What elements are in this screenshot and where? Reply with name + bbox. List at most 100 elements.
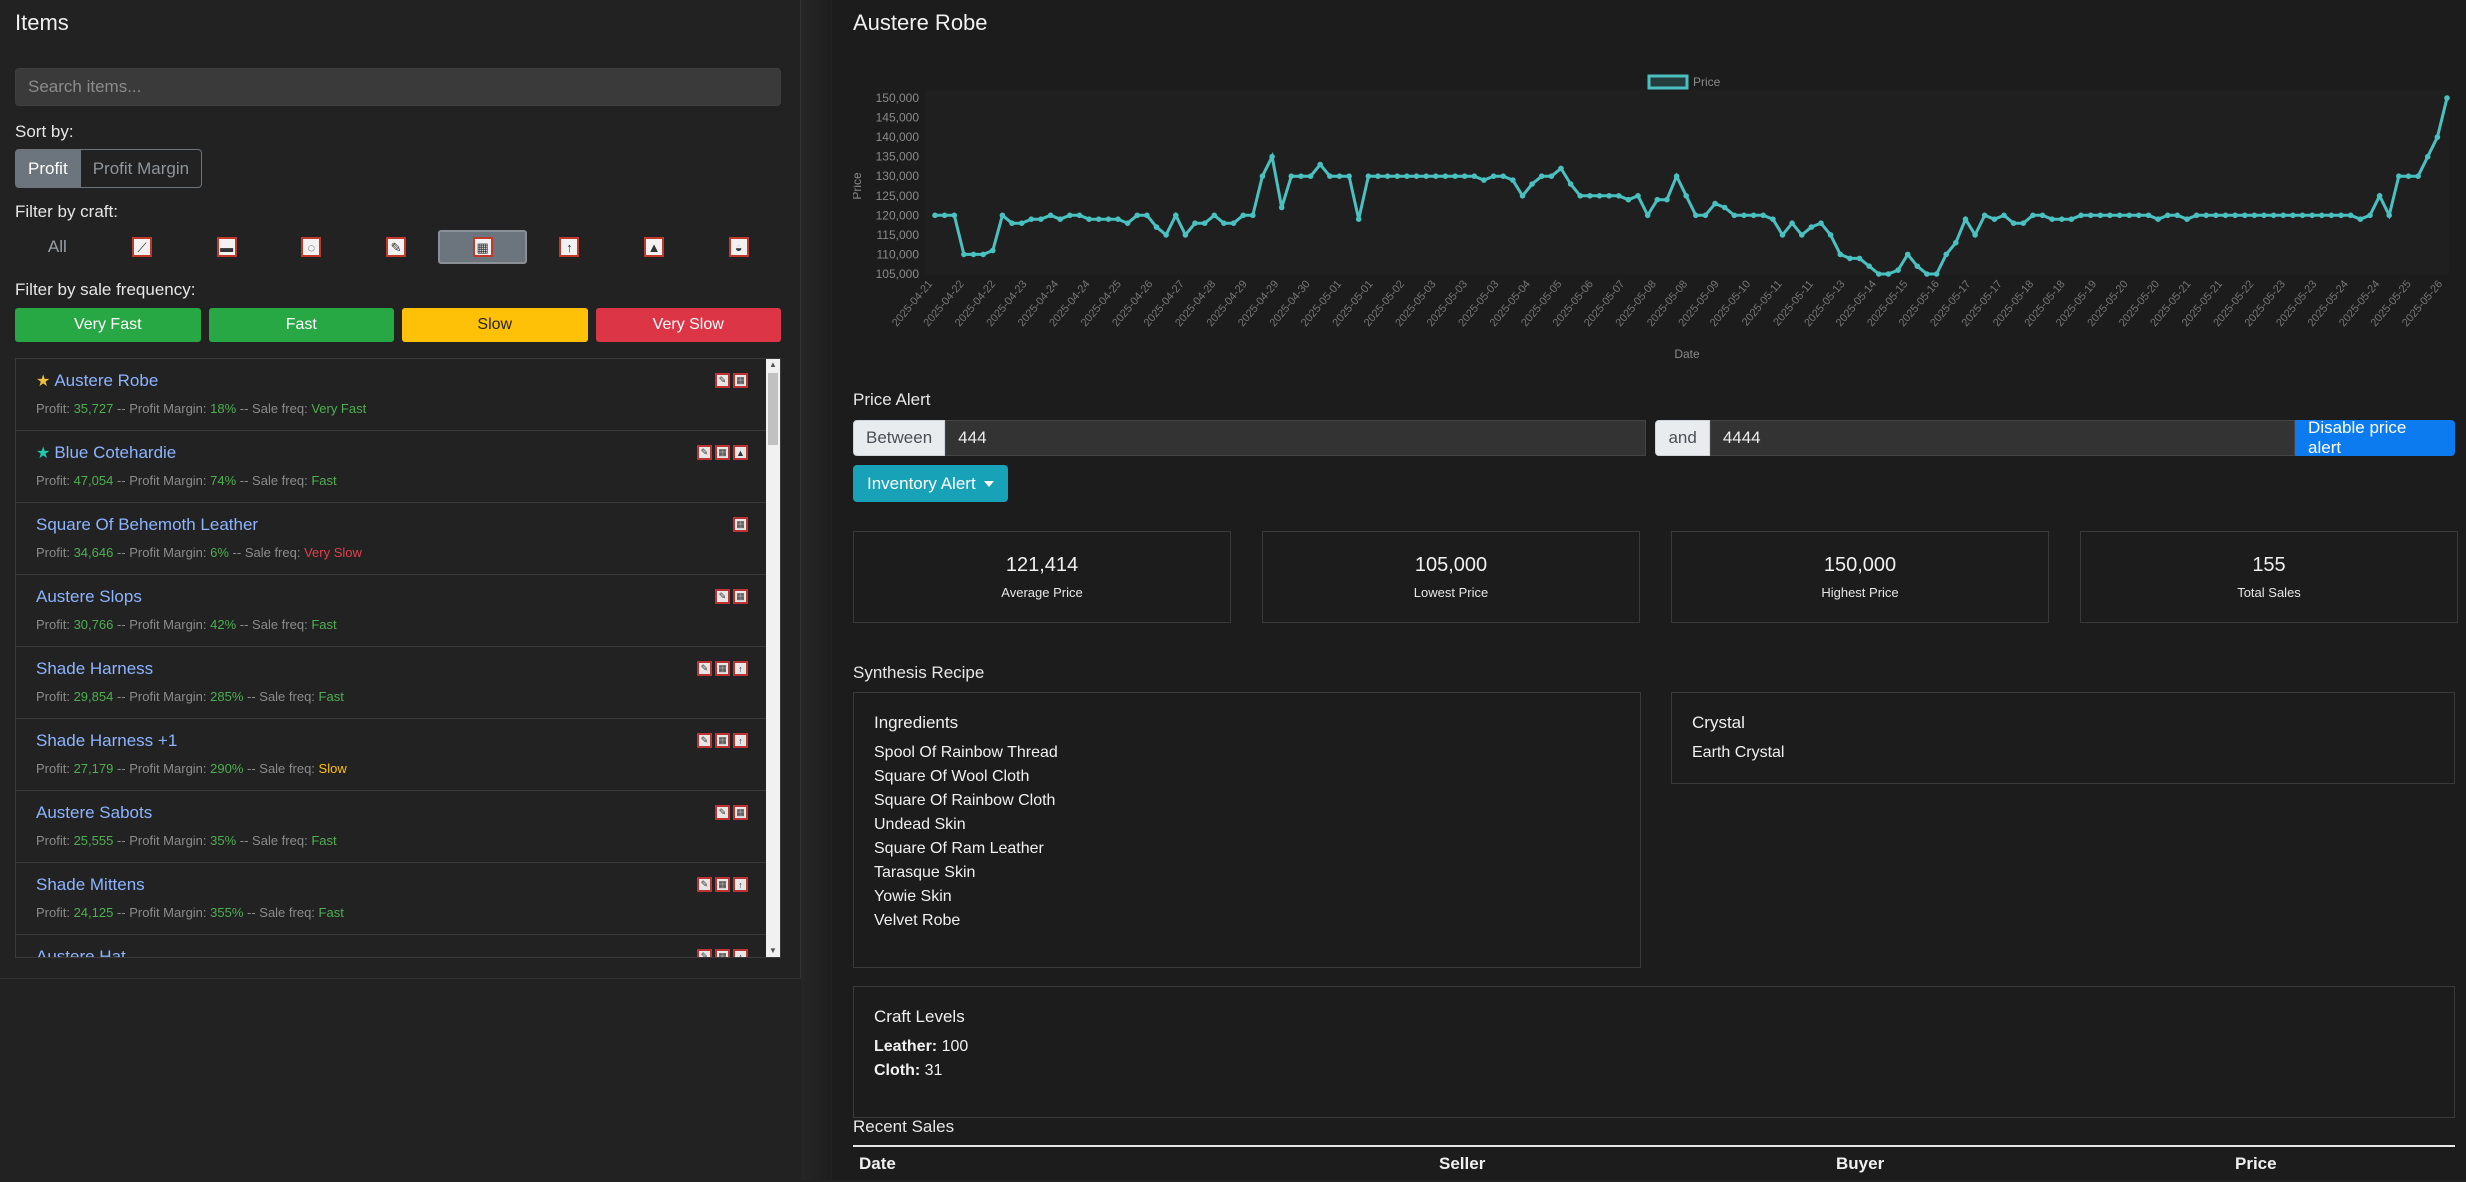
- price-alert-max-input[interactable]: 4444: [1709, 420, 2296, 456]
- price-point: [951, 212, 958, 219]
- item-name[interactable]: Shade Harness +1: [36, 731, 780, 751]
- cooking-icon: ◒: [728, 237, 749, 257]
- craft-icon: ✎: [697, 445, 712, 460]
- y-tick-label: 140,000: [876, 130, 920, 144]
- craft-icon: ▦: [733, 517, 748, 532]
- sort-profit-button[interactable]: Profit: [15, 149, 81, 188]
- scroll-thumb[interactable]: [768, 373, 778, 445]
- price-point: [1278, 204, 1285, 211]
- price-point: [1346, 173, 1352, 179]
- craft-icon: ✎: [697, 949, 712, 957]
- price-point: [1471, 173, 1478, 179]
- item-meta-part: -- Profit Margin:: [113, 689, 211, 704]
- item-name[interactable]: Shade Mittens: [36, 875, 780, 895]
- item-meta-part: Fast: [311, 473, 337, 488]
- disable-price-alert-button[interactable]: Disable price alert: [2295, 418, 2455, 457]
- price-point: [1750, 212, 1757, 219]
- item-row[interactable]: Square Of Behemoth Leather Profit: 34,646…: [16, 503, 780, 575]
- craft-icon: ▲: [733, 445, 748, 460]
- stat-value: 155: [2252, 554, 2286, 576]
- price-point: [1567, 181, 1574, 187]
- craft-level-name: Leather:: [874, 1038, 938, 1055]
- item-row[interactable]: ★ Blue Cotehardie Profit: 47,054 -- Profit…: [16, 431, 780, 503]
- item-name[interactable]: Austere Sabots: [36, 803, 780, 823]
- craft-leathercraft-button[interactable]: ✎: [354, 230, 439, 264]
- item-name[interactable]: ★ Blue Cotehardie: [36, 443, 780, 463]
- craft-all-button[interactable]: All: [47, 237, 67, 256]
- price-point: [1259, 173, 1266, 179]
- crystal-value: Earth Crystal: [1692, 744, 1785, 761]
- item-row[interactable]: Austere Sabots Profit: 25,555 -- Profit M…: [16, 791, 780, 863]
- item-row[interactable]: Shade Harness Profit: 29,854 -- Profit Ma…: [16, 647, 780, 719]
- favorite-star-icon[interactable]: ★: [36, 373, 51, 390]
- smithing-icon: ▬: [216, 237, 237, 257]
- price-point: [2299, 212, 2306, 219]
- item-name[interactable]: ★ Austere Robe: [36, 371, 780, 391]
- craft-alchemy-button[interactable]: ▲: [612, 230, 697, 264]
- item-meta-part: -- Sale freq:: [228, 545, 305, 560]
- favorite-star-icon[interactable]: ★: [36, 445, 51, 462]
- craft-icon: ✎: [697, 733, 712, 748]
- item-row[interactable]: Shade Mittens Profit: 24,125 -- Profit Ma…: [16, 863, 780, 935]
- craft-clothcraft-button[interactable]: ▦: [438, 230, 528, 264]
- price-point: [1009, 220, 1015, 226]
- price-point: [1538, 173, 1545, 179]
- freq-slow-button[interactable]: Slow: [402, 308, 588, 342]
- item-name[interactable]: Austere Slops: [36, 587, 780, 607]
- price-point: [2107, 212, 2113, 219]
- item-meta-part: -- Sale freq:: [236, 473, 312, 488]
- item-name[interactable]: Austere Hat: [36, 947, 780, 957]
- item-meta-part: 47,054: [73, 473, 114, 488]
- price-point: [1067, 212, 1073, 219]
- price-point: [2222, 212, 2229, 219]
- item-row[interactable]: Shade Harness +1 Profit: 27,179 -- Profit…: [16, 719, 780, 791]
- sort-profit-margin-button[interactable]: Profit Margin: [80, 149, 203, 188]
- price-point: [1529, 181, 1535, 187]
- price-point: [932, 212, 938, 219]
- freq-very-fast-button[interactable]: Very Fast: [15, 308, 201, 342]
- craft-goldsmithing-button[interactable]: ◌: [269, 230, 354, 264]
- price-point: [1895, 267, 1901, 273]
- price-point: [1375, 173, 1381, 179]
- leathercraft-icon: ✎: [386, 237, 407, 257]
- item-row[interactable]: Austere Slops Profit: 30,766 -- Profit Ma…: [16, 575, 780, 647]
- item-meta-part: -- Sale freq:: [243, 689, 319, 704]
- bonecraft-icon: ↑: [559, 237, 580, 257]
- price-point: [2020, 220, 2027, 226]
- scroll-down-icon[interactable]: ▼: [769, 946, 777, 955]
- ingredient: Spool Of Rainbow Thread: [874, 744, 1058, 761]
- item-detail-panel: Austere Robe Price 105,000 110,000 115,000 1…: [832, 0, 2466, 1180]
- ingredient: Square Of Wool Cloth: [874, 768, 1030, 785]
- item-meta-part: Fast: [318, 689, 344, 704]
- search-input[interactable]: [15, 68, 781, 106]
- craft-cooking-button[interactable]: ◒: [696, 230, 781, 264]
- inventory-alert-button[interactable]: Inventory Alert: [853, 465, 1008, 502]
- price-point: [2309, 212, 2315, 219]
- item-meta-part: Very Fast: [311, 401, 367, 416]
- price-point: [1664, 196, 1670, 203]
- price-point: [1577, 193, 1583, 199]
- item-meta-part: 290%: [210, 761, 244, 776]
- item-meta: Profit: 27,179 -- Profit Margin: 290% --…: [36, 761, 780, 776]
- price-point: [1452, 173, 1458, 179]
- item-row[interactable]: ★ Austere Robe Profit: 35,727 -- Profit Ma…: [16, 359, 780, 431]
- craft-smithing-button[interactable]: ▬: [184, 230, 269, 264]
- item-name[interactable]: Shade Harness: [36, 659, 780, 679]
- price-point: [2155, 216, 2161, 222]
- item-list-scrollbar[interactable]: ▲ ▼: [766, 359, 780, 957]
- freq-fast-button[interactable]: Fast: [208, 308, 394, 342]
- price-alert-min-input[interactable]: 444: [945, 420, 1646, 456]
- craft-woodworking-button[interactable]: ⟋: [100, 230, 185, 264]
- price-point: [1808, 224, 1815, 230]
- item-name[interactable]: Square Of Behemoth Leather: [36, 515, 780, 535]
- price-point: [2136, 212, 2142, 219]
- freq-very-slow-button[interactable]: Very Slow: [595, 308, 781, 342]
- craft-bonecraft-button[interactable]: ↑: [527, 230, 612, 264]
- craft-icon: ▦: [733, 589, 748, 604]
- column-price: Price: [2235, 1154, 2277, 1173]
- item-meta-part: Fast: [318, 905, 344, 920]
- scroll-up-icon[interactable]: ▲: [769, 360, 777, 369]
- price-point: [1481, 177, 1487, 183]
- price-point: [1384, 173, 1391, 179]
- item-row[interactable]: Austere Hat ✎ ▦ ↑: [16, 935, 780, 957]
